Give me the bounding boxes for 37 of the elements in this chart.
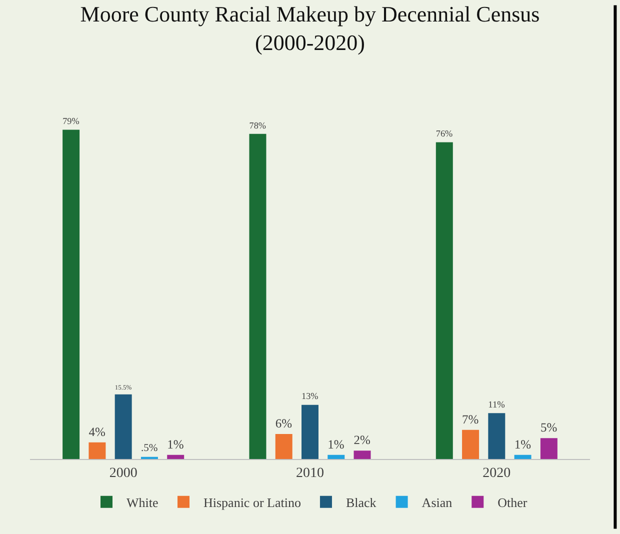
data-label: 4%: [88, 424, 106, 439]
data-label: 13%: [302, 391, 319, 402]
legend-label: Hispanic or Latino: [203, 494, 301, 510]
data-label: 79%: [62, 116, 80, 126]
bar: [249, 134, 266, 459]
bar: [302, 404, 318, 459]
data-label: 1%: [514, 437, 531, 452]
bar: [488, 413, 506, 459]
data-label: 1%: [167, 437, 184, 452]
bar: [275, 434, 292, 459]
bar: [354, 450, 371, 459]
data-label: 2%: [354, 433, 370, 448]
legend-label: Other: [498, 494, 528, 510]
bar: [514, 454, 532, 459]
bar: [328, 454, 345, 459]
legend-label: White: [126, 494, 158, 510]
data-label: 7%: [462, 412, 479, 426]
bar: [114, 394, 132, 459]
bar: [540, 438, 558, 459]
legend-label: Asian: [422, 494, 453, 510]
legend-label: Black: [346, 494, 377, 510]
data-label: 6%: [275, 416, 292, 430]
bar: [62, 130, 80, 459]
bar: [167, 454, 184, 459]
x-tick-label: 2000: [109, 466, 138, 481]
bar: [436, 142, 453, 459]
x-tick-label: 2010: [296, 466, 324, 481]
data-label: 76%: [436, 128, 454, 139]
data-label: 11%: [488, 400, 506, 410]
x-tick-label: 2020: [482, 466, 511, 481]
data-label: 5%: [540, 420, 558, 435]
data-label: 78%: [249, 120, 266, 130]
data-label: .5%: [140, 442, 158, 454]
chart-title: Moore County Racial Makeup by Decennial Census (2000-2020): [80, 1, 540, 55]
data-label: 1%: [328, 437, 344, 452]
bar: [462, 430, 480, 459]
bar: [88, 442, 106, 459]
